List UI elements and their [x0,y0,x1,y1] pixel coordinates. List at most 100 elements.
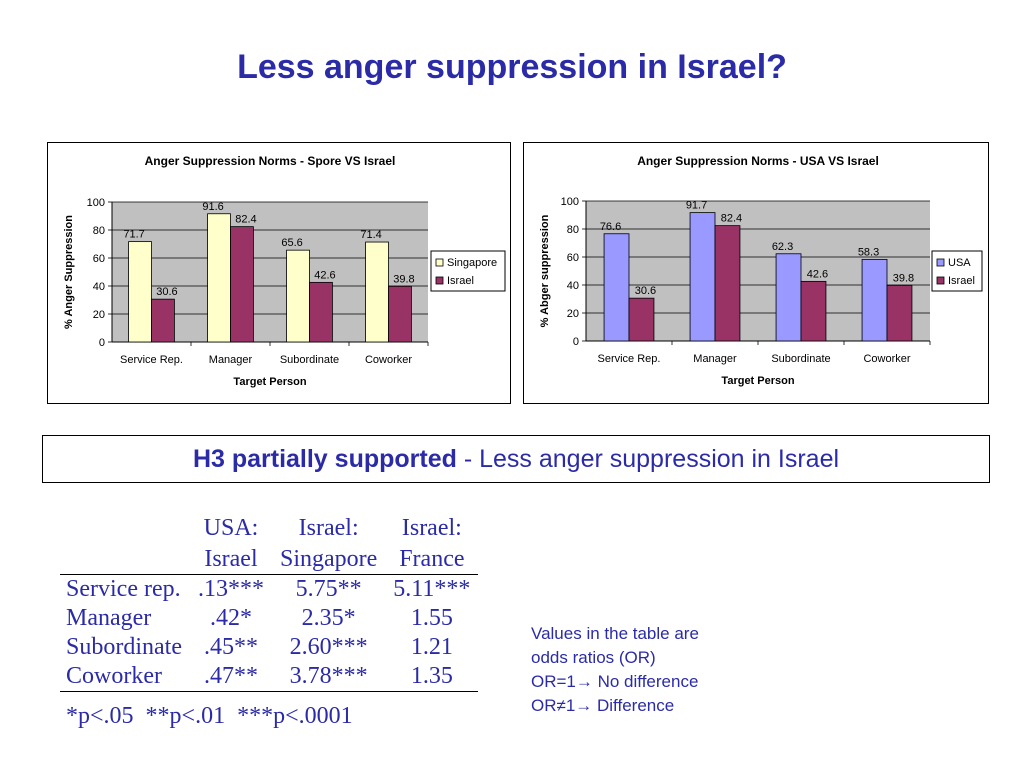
table-header-corner [60,512,190,543]
bar-israel [714,225,741,342]
x-tick-label: Manager [209,354,253,366]
hypothesis-bold: H3 partially supported [192,445,457,473]
x-tick-label: Service Rep. [598,353,661,365]
legend-swatch [936,276,945,285]
bar-israel [886,284,913,342]
y-tick-label: 0 [99,337,105,349]
note-line: Values in the table are [531,624,699,643]
legend-swatch [435,258,444,267]
x-axis-title: Target Person [233,376,306,388]
table-header-cell: Israel [189,543,272,575]
data-label: 62.3 [772,241,793,253]
table-cell: 1.21 [410,634,453,660]
y-tick-label: 100 [87,197,105,209]
y-tick-label: 20 [567,308,579,320]
legend-swatch [936,258,945,267]
data-label: 58.3 [858,246,879,258]
odds-ratio-notes: Values in the table are odds ratios (OR)… [531,622,699,718]
y-axis-title: % Abger suppression [539,214,551,327]
table-header-cell: Singapore [271,543,386,575]
table-header-row-1: USA: Israel: Israel: [60,512,478,543]
x-tick-label: Subordinate [280,354,339,366]
data-label: 82.4 [235,214,256,226]
table-cell: 5.11*** [393,576,471,602]
data-label: 30.6 [635,285,656,297]
bar-israel [309,281,333,343]
legend-swatch [435,276,444,285]
bar-usa [603,233,630,342]
legend-label: USA [948,257,971,269]
legend-label: Singapore [447,257,497,269]
table-cell: 5.75** [295,576,362,602]
legend-label: Israel [447,275,474,287]
y-tick-label: 80 [567,224,579,236]
bar-usa [861,258,888,342]
table-row: Service rep. .13*** 5.75** 5.11*** [60,575,478,605]
row-label: Service rep. [66,576,181,602]
bar-usa [689,212,716,342]
x-tick-label: Subordinate [771,353,830,365]
table-header-row-2: Israel Singapore France [60,543,479,575]
x-tick-label: Manager [693,353,737,365]
table-cell: 2.60*** [289,634,368,660]
data-label: 91.7 [686,200,707,212]
bar-singapore [207,213,231,343]
table-row: Subordinate .45** 2.60*** 1.21 [60,633,478,662]
data-label: 82.4 [721,213,742,225]
x-tick-label: Coworker [863,353,910,365]
table-cell: 1.55 [410,605,453,631]
note-line: odds ratios (OR) [531,648,656,667]
significance-footnote: *p<.05 **p<.01 ***p<.0001 [66,703,353,729]
chart-singapore-israel: Anger Suppression Norms - Spore VS Israe… [47,142,511,404]
bar-israel [800,280,827,342]
y-tick-label: 80 [93,225,105,237]
table-cell: 3.78*** [271,662,386,692]
table-cell: 2.35* [301,605,356,631]
data-label: 76.6 [600,221,621,233]
y-tick-label: 40 [93,281,105,293]
chart-svg: Anger Suppression Norms - Spore VS Israe… [63,154,506,388]
table-cell: 1.35 [385,662,479,692]
odds-ratio-table: USA: Israel: Israel: Israel Singapore Fr… [60,512,479,692]
data-label: 42.6 [807,268,828,280]
table-header-cell: USA: [203,515,259,541]
bar-singapore [286,249,310,343]
data-label: 71.7 [123,229,144,241]
chart-title: Anger Suppression Norms - USA VS Israel [637,154,879,168]
data-label: 30.6 [156,286,177,298]
row-label: Coworker [60,662,190,692]
legend-label: Israel [948,275,975,287]
bar-israel [388,285,412,343]
chart-svg: Anger Suppression Norms - USA VS Israel 0… [539,154,983,387]
table-cell: .45** [203,634,258,660]
y-tick-label: 0 [573,336,579,348]
row-label: Subordinate [66,634,182,660]
data-label: 39.8 [893,272,914,284]
bar-israel [230,226,254,343]
table-header-cell: Israel: [401,515,462,541]
slide-title: Less anger suppression in Israel? [237,48,787,86]
y-tick-label: 60 [93,253,105,265]
data-label: 42.6 [314,269,335,281]
data-label: 71.4 [360,229,381,241]
bar-israel [628,297,655,342]
table-cell: .47** [189,662,272,692]
table-cell: .13*** [197,576,264,602]
y-axis-title: % Anger Suppression [63,215,75,329]
hypothesis-box: H3 partially supported - Less anger supp… [42,435,990,483]
bar-israel [151,298,175,343]
x-tick-label: Service Rep. [120,354,183,366]
table-header-corner [60,543,190,575]
table-row: Manager .42* 2.35* 1.55 [60,604,478,633]
table-row: Coworker .47** 3.78*** 1.35 [60,662,479,692]
y-tick-label: 40 [567,280,579,292]
note-line: OR≠1→ Difference [531,696,675,715]
x-axis-title: Target Person [721,375,794,387]
note-line: OR=1→ No difference [531,672,699,691]
chart-usa-israel: Anger Suppression Norms - USA VS Israel 0… [523,142,989,404]
data-label: 65.6 [281,237,302,249]
table-header-cell: Israel: [298,515,359,541]
y-tick-label: 60 [567,252,579,264]
x-tick-label: Coworker [365,354,412,366]
chart-title: Anger Suppression Norms - Spore VS Israe… [145,154,396,168]
